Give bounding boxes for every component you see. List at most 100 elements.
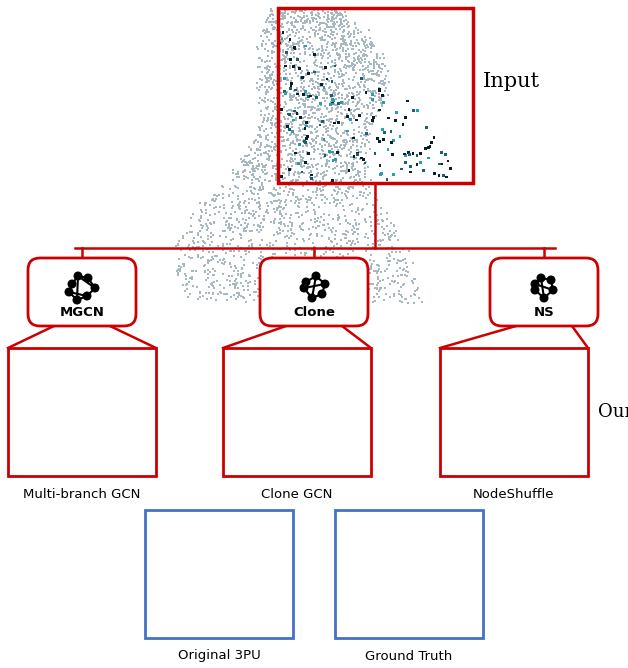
Point bbox=[348, 63, 358, 73]
Point bbox=[272, 435, 282, 446]
Point bbox=[54, 434, 64, 444]
Point bbox=[260, 404, 270, 415]
Point bbox=[144, 622, 154, 633]
Point bbox=[75, 434, 85, 445]
Point bbox=[325, 100, 335, 110]
Point bbox=[438, 433, 448, 444]
Point bbox=[208, 595, 219, 605]
Point bbox=[41, 459, 51, 470]
Point bbox=[89, 419, 99, 430]
Point bbox=[193, 587, 203, 598]
Point bbox=[306, 389, 317, 399]
Point bbox=[232, 587, 242, 597]
Point bbox=[464, 430, 474, 441]
Point bbox=[265, 627, 275, 638]
Point bbox=[447, 438, 457, 448]
Point bbox=[251, 434, 261, 444]
Point bbox=[564, 457, 574, 468]
Circle shape bbox=[531, 280, 539, 288]
Point bbox=[509, 444, 519, 455]
Point bbox=[336, 530, 346, 540]
Point bbox=[462, 427, 472, 438]
Point bbox=[347, 206, 357, 216]
Point bbox=[270, 619, 280, 629]
Point bbox=[333, 434, 343, 444]
Point bbox=[447, 413, 457, 424]
Point bbox=[514, 407, 524, 418]
Point bbox=[150, 545, 160, 556]
Point bbox=[384, 575, 394, 586]
Point bbox=[405, 630, 415, 641]
Point bbox=[241, 215, 251, 226]
Point bbox=[317, 442, 327, 453]
Point bbox=[340, 582, 350, 593]
Point bbox=[223, 454, 233, 464]
Point bbox=[256, 450, 266, 460]
Point bbox=[226, 561, 236, 572]
Point bbox=[558, 463, 568, 474]
Point bbox=[146, 589, 156, 600]
Point bbox=[404, 597, 414, 608]
Point bbox=[147, 621, 157, 632]
Point bbox=[514, 433, 524, 444]
Point bbox=[345, 254, 355, 265]
Point bbox=[528, 444, 538, 454]
Point bbox=[467, 465, 477, 476]
Point bbox=[166, 607, 176, 618]
Point bbox=[361, 597, 371, 607]
Point bbox=[67, 430, 77, 440]
Point bbox=[229, 597, 239, 607]
Point bbox=[323, 455, 333, 466]
Point bbox=[541, 417, 551, 428]
Point bbox=[546, 428, 556, 439]
Point bbox=[247, 573, 257, 584]
Point bbox=[154, 588, 165, 599]
Point bbox=[293, 439, 303, 450]
Point bbox=[406, 606, 416, 617]
Point bbox=[450, 438, 460, 449]
Point bbox=[246, 609, 256, 620]
Point bbox=[397, 606, 407, 617]
Point bbox=[150, 565, 160, 576]
Point bbox=[354, 53, 364, 64]
Point bbox=[360, 183, 371, 194]
Point bbox=[441, 623, 451, 634]
Point bbox=[153, 584, 163, 595]
Point bbox=[219, 226, 229, 236]
Point bbox=[327, 8, 337, 19]
Point bbox=[21, 407, 31, 418]
Point bbox=[465, 416, 475, 427]
Point bbox=[196, 211, 206, 222]
Point bbox=[443, 367, 453, 378]
Point bbox=[467, 438, 477, 449]
Point bbox=[342, 599, 352, 610]
Point bbox=[16, 383, 26, 393]
Point bbox=[280, 122, 290, 133]
Point bbox=[221, 558, 231, 569]
Point bbox=[248, 445, 258, 456]
Point bbox=[362, 552, 372, 563]
Point bbox=[22, 428, 32, 439]
Point bbox=[92, 463, 102, 474]
Point bbox=[401, 580, 411, 591]
Point bbox=[280, 140, 290, 151]
Point bbox=[177, 624, 187, 635]
Point bbox=[169, 563, 179, 574]
Point bbox=[170, 562, 180, 572]
Point bbox=[263, 465, 273, 476]
Point bbox=[401, 601, 411, 612]
Point bbox=[510, 416, 520, 427]
Point bbox=[229, 396, 239, 407]
Point bbox=[401, 629, 411, 640]
Point bbox=[203, 562, 213, 573]
Point bbox=[517, 396, 528, 407]
Point bbox=[536, 445, 546, 456]
Point bbox=[420, 594, 430, 605]
Point bbox=[569, 468, 579, 479]
Point bbox=[374, 552, 384, 563]
Point bbox=[318, 6, 328, 17]
Point bbox=[381, 563, 391, 574]
Point bbox=[239, 593, 249, 603]
Point bbox=[346, 142, 356, 153]
Point bbox=[230, 206, 241, 217]
